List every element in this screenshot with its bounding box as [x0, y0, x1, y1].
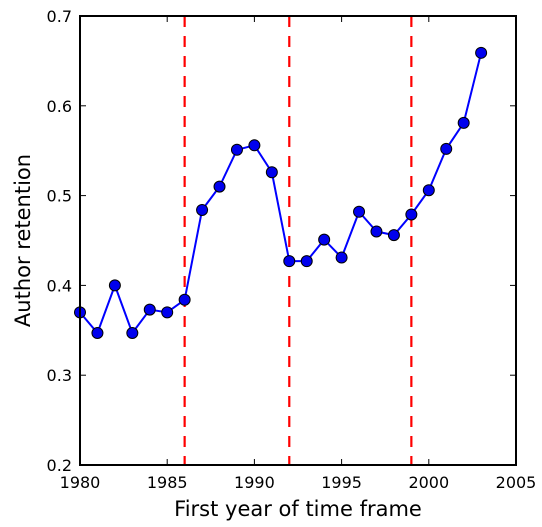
data-point	[370, 225, 383, 238]
data-point	[230, 143, 243, 156]
data-point	[318, 233, 331, 246]
data-point	[457, 116, 470, 129]
data-point	[387, 229, 400, 242]
y-tick-label: 0.2	[47, 456, 72, 475]
vertical-lines-layer	[183, 16, 413, 465]
ticks-layer: 1980 1985 1990 1995 2000 2005 0.2 0.3 0.4 0.5 0.6 0…	[47, 7, 537, 492]
x-tick-label: 2005	[496, 473, 537, 492]
plot-frame	[79, 15, 517, 466]
data-point	[422, 184, 435, 197]
data-point	[213, 180, 226, 193]
y-axis-title: Author retention	[11, 154, 35, 327]
data-point	[475, 46, 488, 59]
y-tick-label: 0.6	[47, 97, 72, 116]
series-line	[79, 52, 483, 336]
x-tick-label: 2000	[408, 473, 449, 492]
data-point	[108, 279, 121, 292]
data-point	[283, 255, 296, 268]
data-point	[405, 208, 418, 221]
data-point	[196, 203, 209, 216]
data-point	[248, 139, 261, 152]
data-point	[178, 293, 191, 306]
x-tick-label: 1990	[234, 473, 275, 492]
data-point	[161, 306, 174, 319]
data-point	[440, 142, 453, 155]
y-tick-label: 0.7	[47, 7, 72, 26]
data-point	[265, 166, 278, 179]
axes-layer	[79, 15, 517, 466]
data-point	[126, 326, 139, 339]
x-tick-label: 1995	[321, 473, 362, 492]
data-point	[353, 205, 366, 218]
x-axis-title: First year of time frame	[174, 497, 422, 521]
data-point	[300, 255, 313, 268]
y-tick-label: 0.4	[47, 276, 72, 295]
data-point	[143, 303, 156, 316]
x-tick-label: 1985	[147, 473, 188, 492]
x-tick-label: 1980	[60, 473, 101, 492]
data-point	[335, 251, 348, 264]
data-point	[91, 326, 104, 339]
y-tick-label: 0.3	[47, 366, 72, 385]
y-tick-label: 0.5	[47, 187, 72, 206]
series-layer	[74, 46, 488, 339]
